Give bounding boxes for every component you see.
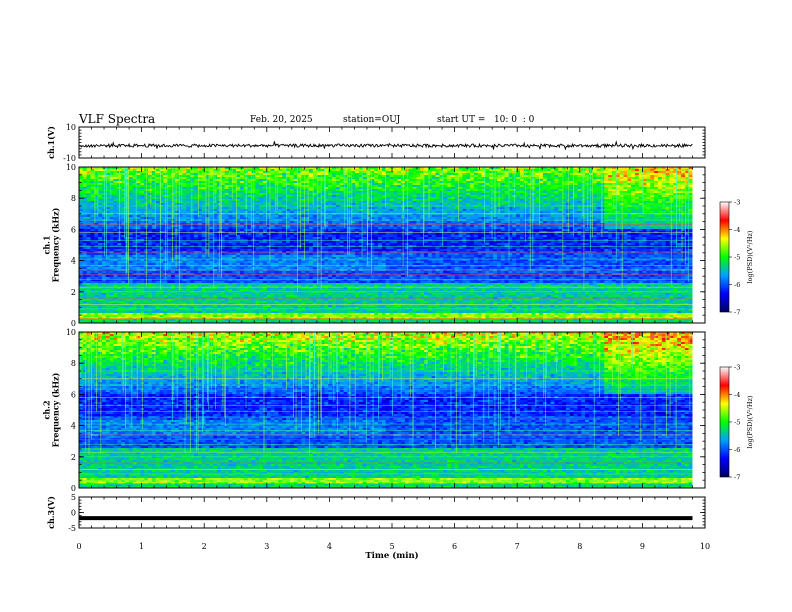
colorbar-label: log(PSD)(V²/Hz) xyxy=(746,395,754,448)
colorbar-tick-label: -5 xyxy=(734,419,740,427)
colorbar-tick-label: -3 xyxy=(734,364,740,372)
ch1-spectrogram-y-axis-label: ch.1 xyxy=(42,235,52,254)
ch1-waveform-y-tick-label: 10 xyxy=(66,123,76,132)
ch1-spectrogram-y-tick-label: 8 xyxy=(71,194,76,203)
ch2-spectrogram-y-tick-label: 10 xyxy=(66,328,76,337)
ch2-spectrogram-y-tick-label: 8 xyxy=(71,359,76,368)
x-axis-label: Time (min) xyxy=(365,550,418,561)
ch1-spectrogram-y-tick-label: 2 xyxy=(71,288,76,297)
waveform-ch1-trace xyxy=(79,140,693,151)
ch1-spectrogram-y-tick-label: 10 xyxy=(66,163,76,172)
ch1-spectrogram-y-tick-label: 6 xyxy=(71,225,76,234)
ch1-spectrogram-y-tick-label: 0 xyxy=(71,319,76,328)
ch1-waveform-y-tick-label: -10 xyxy=(63,154,76,163)
x-tick-label: 7 xyxy=(515,542,520,551)
colorbar-tick-label: -6 xyxy=(734,281,740,289)
spectrogram-ch2-cells xyxy=(79,332,705,488)
ch2-spectrogram-y-tick-label: 6 xyxy=(71,390,76,399)
ch2-spectrogram-y-tick-label: 4 xyxy=(71,422,76,431)
x-tick-label: 1 xyxy=(139,542,144,551)
x-tick-label: 10 xyxy=(700,542,710,551)
colorbar-1 xyxy=(719,201,730,313)
x-tick-label: 9 xyxy=(640,542,645,551)
ch1-waveform-y-axis-label: ch.1(V) xyxy=(46,126,56,159)
figure-title: VLF Spectra xyxy=(79,112,155,126)
ch3-waveform-y-tick-label: 5 xyxy=(71,493,76,502)
ch3-waveform-y-axis-label: ch.3(V) xyxy=(46,496,56,529)
ch2-spectrogram-y-tick-label: 0 xyxy=(71,484,76,493)
start-ut-label: start UT = 10: 0 : 0 xyxy=(437,115,534,125)
station-label: station=OUJ xyxy=(343,115,400,125)
colorbar-tick-label: -7 xyxy=(734,309,740,317)
x-tick-label: 2 xyxy=(202,542,207,551)
colorbar-tick-label: -5 xyxy=(734,254,740,262)
ch3-waveform-y-tick-label: -5 xyxy=(68,524,76,533)
colorbar-2 xyxy=(719,366,730,478)
colorbar-label: log(PSD)(V²/Hz) xyxy=(746,230,754,283)
ch1-spectrogram-y-axis-label: Frequency (kHz) xyxy=(51,207,61,282)
ch2-spectrogram-y-tick-label: 2 xyxy=(71,453,76,462)
ch3-waveform-y-tick-label: 0 xyxy=(71,509,76,518)
colorbar-tick-label: -3 xyxy=(734,199,740,207)
ch2-spectrogram-y-axis-label: Frequency (kHz) xyxy=(51,372,61,447)
ch1-waveform-line xyxy=(79,140,693,151)
x-tick-label: 5 xyxy=(389,542,394,551)
date-label: Feb. 20, 2025 xyxy=(250,115,313,125)
ch1-spectrogram-y-tick-label: 4 xyxy=(71,257,76,266)
colorbar-tick-label: -7 xyxy=(734,474,740,482)
x-tick-label: 4 xyxy=(327,542,332,551)
x-tick-label: 8 xyxy=(577,542,582,551)
waveform-ch3-panel xyxy=(79,497,705,528)
spectrogram-ch1-cells xyxy=(79,167,705,323)
x-tick-label: 6 xyxy=(452,542,457,551)
colorbar-tick-label: -4 xyxy=(734,226,740,234)
ch2-spectrogram-y-axis-label: ch.2 xyxy=(42,400,52,419)
colorbar-tick-label: -4 xyxy=(734,391,740,399)
x-tick-label: 3 xyxy=(264,542,269,551)
waveform-ch1-panel xyxy=(79,127,705,158)
colorbar-tick-label: -6 xyxy=(734,446,740,454)
x-tick-label: 0 xyxy=(76,542,81,551)
